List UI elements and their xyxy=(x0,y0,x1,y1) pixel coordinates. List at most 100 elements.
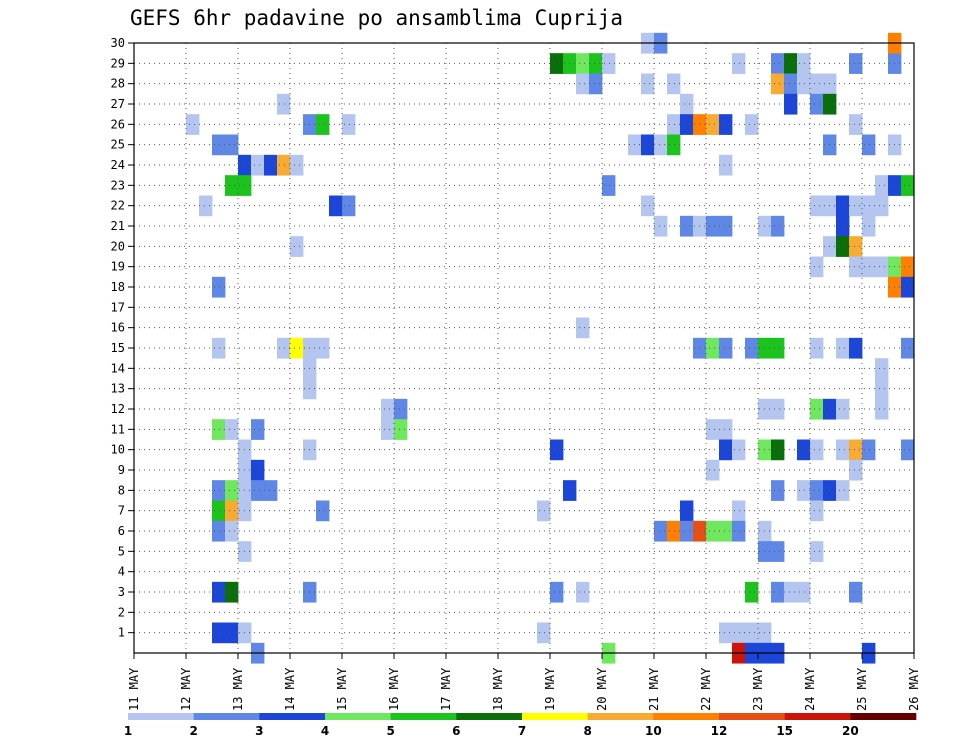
y-tick-label: 1 xyxy=(118,626,125,640)
heatmap-cell xyxy=(810,480,824,501)
heatmap-cell xyxy=(225,175,239,196)
heatmap-cell xyxy=(875,256,889,278)
y-tick-label: 21 xyxy=(111,219,125,233)
legend-swatch xyxy=(522,713,588,720)
heatmap-cell xyxy=(875,175,889,196)
heatmap-cell xyxy=(875,378,889,400)
heatmap-cell xyxy=(771,337,785,359)
heatmap-cell xyxy=(212,480,226,501)
heatmap-cell xyxy=(836,398,850,420)
heatmap-cell xyxy=(225,581,239,603)
heatmap-cell xyxy=(264,154,278,176)
heatmap-cell xyxy=(836,337,850,359)
heatmap-cell xyxy=(212,337,226,359)
heatmap-cell xyxy=(849,581,863,603)
heatmap-cell xyxy=(836,195,850,217)
heatmap-cell xyxy=(212,622,226,644)
heatmap-cell xyxy=(602,175,616,196)
heatmap-cell xyxy=(719,215,733,237)
heatmap-cell xyxy=(797,581,811,603)
heatmap-cell xyxy=(784,581,798,603)
heatmap-cell xyxy=(212,419,226,440)
y-tick-label: 8 xyxy=(118,483,125,497)
heatmap-cell xyxy=(251,459,265,481)
y-tick-label: 16 xyxy=(111,321,125,335)
heatmap-cell xyxy=(641,195,655,217)
x-tick-label: 21 MAY xyxy=(647,667,661,711)
heatmap-cell xyxy=(862,256,876,278)
heatmap-cell xyxy=(862,215,876,237)
heatmap-cell xyxy=(680,93,694,115)
heatmap-cell xyxy=(290,236,304,257)
heatmap-cell xyxy=(680,520,694,542)
legend-label: 6 xyxy=(452,724,460,738)
heatmap-cell xyxy=(277,93,291,115)
heatmap-cell xyxy=(810,195,824,217)
legend-label: 12 xyxy=(711,724,728,738)
legend-label: 1 xyxy=(124,724,132,738)
y-tick-label: 3 xyxy=(118,585,125,599)
heatmap-cell xyxy=(849,236,863,257)
x-tick-label: 17 MAY xyxy=(439,667,453,711)
heatmap-cell xyxy=(706,520,720,542)
heatmap-cell xyxy=(719,154,733,176)
heatmap-cell xyxy=(771,53,785,74)
x-tick-label: 22 MAY xyxy=(699,667,713,711)
heatmap-cell xyxy=(706,215,720,237)
legend-label: 2 xyxy=(189,724,197,738)
heatmap-cell xyxy=(849,459,863,481)
heatmap-cell xyxy=(251,154,265,176)
heatmap-cell xyxy=(719,114,733,135)
x-tick-label: 16 MAY xyxy=(387,667,401,711)
heatmap-cell xyxy=(810,541,824,562)
legend-swatch xyxy=(193,713,260,720)
legend-label: 10 xyxy=(645,724,662,738)
heatmap-cell xyxy=(901,337,915,359)
heatmap-cell xyxy=(706,337,720,359)
x-tick-label: 13 MAY xyxy=(231,667,245,711)
heatmap-cell xyxy=(719,419,733,440)
heatmap-cell xyxy=(381,419,395,440)
heatmap-cell xyxy=(199,195,213,217)
y-tick-label: 5 xyxy=(118,544,125,558)
heatmap-cell xyxy=(394,398,408,420)
y-tick-label: 19 xyxy=(111,260,125,274)
heatmap-cell xyxy=(212,276,226,298)
legend-swatch xyxy=(325,713,391,720)
legend-label: 15 xyxy=(776,724,793,738)
x-tick-label: 11 MAY xyxy=(127,667,141,711)
heatmap-cell xyxy=(784,73,798,95)
heatmap-cell xyxy=(875,358,889,379)
heatmap-cell xyxy=(212,134,226,156)
y-tick-label: 17 xyxy=(111,300,125,314)
heatmap-cell xyxy=(251,419,265,440)
x-tick-label: 12 MAY xyxy=(179,667,193,711)
y-tick-label: 2 xyxy=(118,605,125,619)
heatmap-cell xyxy=(251,480,265,501)
x-tick-label: 25 MAY xyxy=(855,667,869,711)
heatmap-cell xyxy=(576,317,590,339)
heatmap-cell xyxy=(810,439,824,461)
chart-title: GEFS 6hr padavine po ansamblima Cuprija xyxy=(130,6,624,30)
heatmap-cell xyxy=(849,256,863,278)
x-tick-label: 24 MAY xyxy=(803,667,817,711)
heatmap-cell xyxy=(719,520,733,542)
y-tick-label: 26 xyxy=(111,117,125,131)
heatmap-cell xyxy=(225,622,239,644)
heatmap-cell xyxy=(836,480,850,501)
heatmap-cell xyxy=(654,134,668,156)
heatmap-cell xyxy=(797,73,811,95)
heatmap-cell xyxy=(667,134,681,156)
legend-swatch xyxy=(850,713,917,720)
legend-swatch xyxy=(784,713,851,720)
heatmap-cell xyxy=(680,500,694,522)
heatmap-cell xyxy=(732,500,746,522)
heatmap-cell xyxy=(316,114,330,135)
x-tick-label: 26 MAY xyxy=(907,667,921,711)
x-tick-label: 23 MAY xyxy=(751,667,765,711)
x-axis-ticks: 11 MAY 12 MAY 13 MAY 14 MAY 15 MAY 16 MAY 17 M… xyxy=(127,653,921,711)
y-tick-label: 23 xyxy=(111,178,125,192)
legend-swatch xyxy=(390,713,457,720)
heatmap-cell xyxy=(537,500,551,522)
heatmap-cell xyxy=(277,154,291,176)
